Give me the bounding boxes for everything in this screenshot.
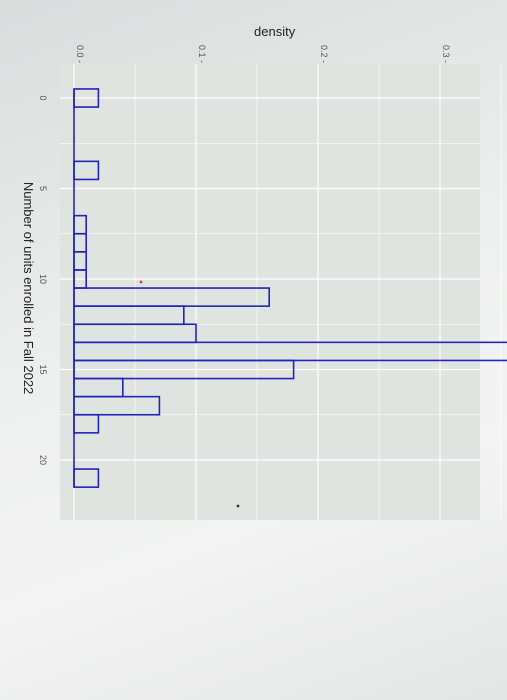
units-tick-label: 5	[38, 186, 48, 191]
stray-dot	[236, 504, 240, 508]
units-tick-label: 0	[38, 95, 48, 100]
units-tick-labels: 0 5 10 15 20	[38, 95, 48, 465]
density-tick-label: 0.0 -	[75, 45, 85, 63]
units-tick-label: 20	[38, 455, 48, 465]
units-tick-label: 15	[38, 364, 48, 374]
density-tick-label: 0.1 -	[197, 45, 207, 63]
density-tick-labels: 0.0 -0.1 -0.2 -0.3 -0.4 -	[75, 45, 451, 63]
y-axis-title: density	[254, 24, 296, 39]
grid-lines	[60, 64, 502, 520]
density-tick-label: 0.2 -	[319, 45, 329, 63]
histogram-bars	[73, 88, 507, 488]
density-tick-label: 0.3 -	[441, 45, 451, 63]
x-axis-title: Number of units enrolled in Fall 2022	[21, 182, 36, 394]
units-tick-label: 10	[38, 274, 48, 284]
stray-dot	[139, 280, 143, 284]
